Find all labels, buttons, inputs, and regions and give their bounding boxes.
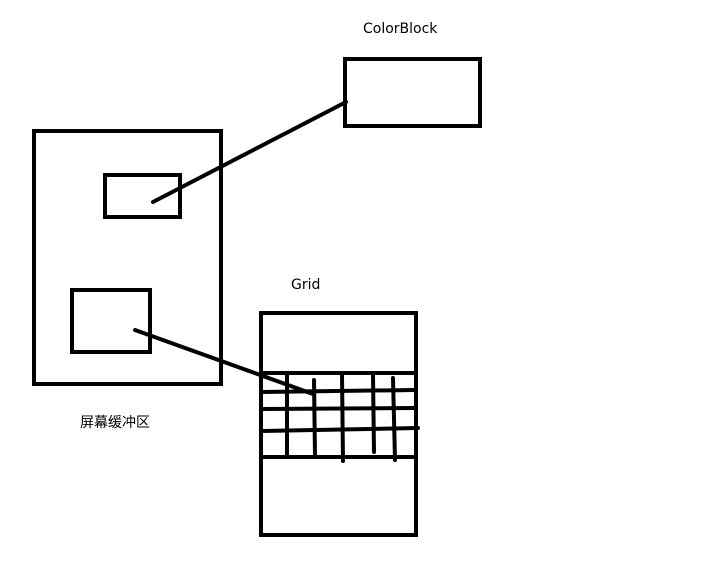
screen-buffer-box <box>32 129 223 386</box>
grid-vline <box>340 373 345 463</box>
grid-box <box>259 311 418 537</box>
grid-vline <box>391 376 397 462</box>
buffer-region-bottom <box>70 288 152 354</box>
grid-label: Grid <box>291 277 321 293</box>
color-block-label: ColorBlock <box>363 21 438 37</box>
connector-colorblock <box>151 100 348 204</box>
buffer-region-top <box>103 173 182 219</box>
grid-vline <box>371 373 376 454</box>
color-block-box <box>343 57 482 128</box>
screen-buffer-label: 屏幕缓冲区 <box>80 415 150 431</box>
grid-cells <box>259 371 420 463</box>
connector-grid <box>133 328 315 396</box>
grid-vline <box>312 378 317 458</box>
